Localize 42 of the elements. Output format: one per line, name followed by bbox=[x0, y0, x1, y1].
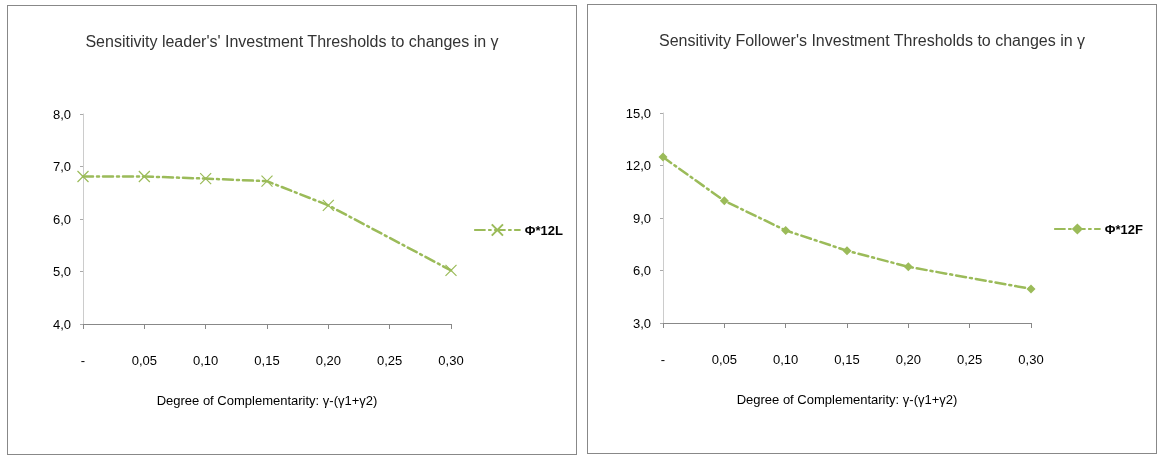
legend-label: Φ*12L bbox=[524, 222, 564, 238]
x-tick-label: 0,10 bbox=[773, 352, 799, 367]
x-tick-label: 0,15 bbox=[254, 353, 280, 368]
chart-title: Sensitivity leader's' Investment Thresholds to changes in γ bbox=[85, 32, 499, 50]
point bbox=[719, 196, 729, 206]
point bbox=[260, 175, 274, 188]
y-tick-label: 6,0 bbox=[632, 263, 651, 278]
point bbox=[781, 225, 791, 235]
y-tick-label: 9,0 bbox=[632, 210, 651, 226]
point bbox=[76, 170, 90, 183]
point bbox=[658, 152, 668, 162]
y-tick-label: 5,0 bbox=[52, 264, 71, 279]
legend-label: Φ*12F bbox=[1104, 221, 1144, 237]
x-tick-label: 0,15 bbox=[834, 352, 860, 367]
y-tick-label: 12,0 bbox=[625, 158, 651, 173]
x-tick-label: 0,25 bbox=[957, 352, 983, 367]
x-tick-label: 0,10 bbox=[193, 353, 219, 368]
point bbox=[138, 170, 151, 183]
point bbox=[444, 264, 458, 277]
y-tick-label: 4,0 bbox=[52, 316, 71, 332]
x-axis-title: Degree of Complementarity: γ-(γ1+γ2) bbox=[736, 392, 958, 407]
x-tick-label: 0,05 bbox=[131, 353, 157, 368]
y-tick-label: 15,0 bbox=[625, 105, 651, 121]
x-tick-label: 0,25 bbox=[377, 353, 403, 368]
x-tick-label: 0,20 bbox=[895, 352, 921, 367]
x-axis-title: Degree of Complementarity: γ-(γ1+γ2) bbox=[156, 393, 378, 408]
x-tick-label: 0,05 bbox=[711, 352, 737, 367]
y-tick-label: 6,0 bbox=[52, 211, 71, 227]
point bbox=[903, 262, 913, 272]
y-tick-label: 3,0 bbox=[632, 315, 651, 331]
x-tick-label: 0,30 bbox=[1018, 352, 1044, 367]
point bbox=[322, 199, 335, 212]
x-tick-label: - bbox=[80, 353, 86, 368]
point bbox=[199, 172, 212, 185]
y-tick-label: 7,0 bbox=[52, 159, 71, 174]
x-tick-label: 0,30 bbox=[438, 353, 464, 368]
y-tick-label: 8,0 bbox=[52, 106, 71, 122]
chart-title: Sensitivity Follower's Investment Thresholds to changes in γ bbox=[658, 31, 1086, 49]
x-tick-label: 0,20 bbox=[315, 353, 341, 368]
x-tick-label: - bbox=[660, 352, 666, 367]
point bbox=[842, 246, 852, 256]
point bbox=[1026, 284, 1036, 294]
